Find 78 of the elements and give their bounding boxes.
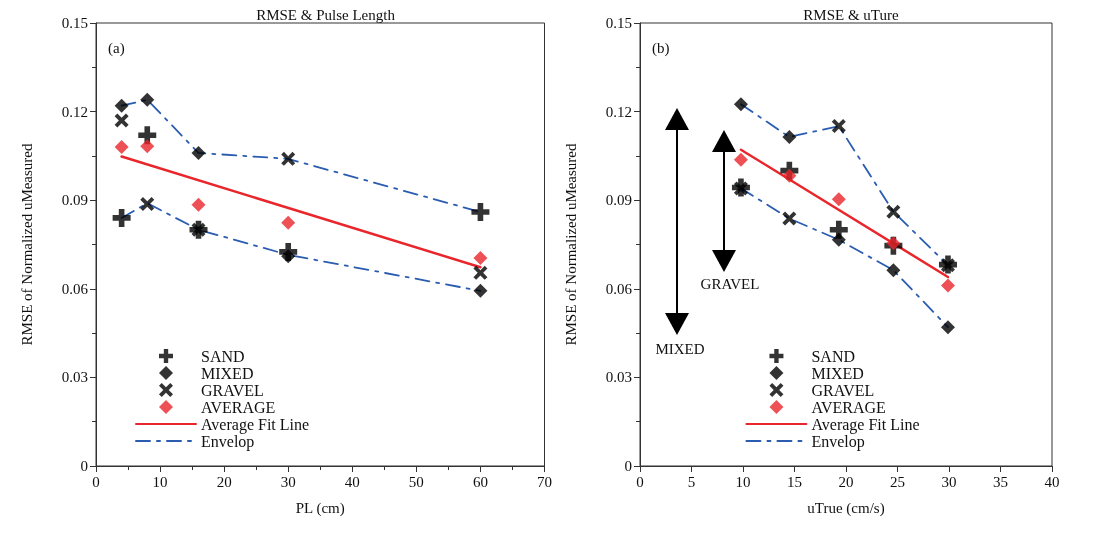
point — [473, 265, 488, 280]
point — [281, 249, 296, 264]
point — [733, 97, 748, 112]
y-tick-label: 0.09 — [605, 192, 632, 209]
point — [281, 215, 296, 230]
x-tick-label: 30 — [941, 473, 957, 490]
annotation: GRAVEL — [700, 275, 760, 292]
x-tick-label: 70 — [537, 473, 552, 490]
y-axis-title: RMSE of Normalized uMeasured — [562, 142, 579, 346]
point — [112, 208, 131, 227]
point — [471, 203, 490, 222]
point — [191, 145, 206, 160]
point — [114, 113, 129, 128]
y-tick-label: 0.12 — [61, 103, 88, 120]
point — [473, 251, 488, 266]
point — [191, 197, 206, 212]
point — [831, 192, 846, 207]
annotation: (a) — [108, 39, 125, 57]
legend-label: SAND — [811, 347, 856, 365]
annotation: MIXED — [655, 340, 705, 357]
point — [831, 119, 846, 134]
y-axis-title: RMSE of Normalized uMeasured — [18, 142, 35, 346]
x-tick-label: 35 — [993, 473, 1008, 490]
point — [782, 130, 797, 144]
x-tick-label: 50 — [408, 473, 424, 490]
legend-label: Average Fit Line — [811, 415, 920, 434]
x-axis-title: PL (cm) — [295, 499, 345, 517]
point — [886, 263, 901, 278]
legend-label: GRAVEL — [811, 381, 875, 399]
y-tick-label: 0.09 — [61, 192, 88, 209]
point — [733, 152, 748, 167]
x-tick-label: 40 — [344, 473, 360, 490]
point — [782, 168, 797, 183]
point — [886, 236, 901, 251]
y-tick-label: 0 — [624, 458, 632, 474]
x-tick-label: 60 — [472, 473, 488, 490]
y-tick-label: 0.15 — [605, 15, 632, 31]
point — [940, 278, 955, 293]
chart-title: RMSE & Pulse Length — [256, 6, 396, 23]
point — [473, 283, 488, 298]
y-tick-label: 0.03 — [605, 369, 632, 386]
legend-label: AVERAGE — [811, 398, 886, 416]
point — [114, 140, 129, 155]
legend-label: GRAVEL — [201, 381, 264, 399]
point — [140, 197, 155, 212]
chart-title: RMSE & uTure — [803, 6, 899, 23]
point — [886, 204, 901, 219]
point — [281, 151, 296, 166]
legend-label: MIXED — [201, 364, 254, 382]
point — [114, 98, 129, 113]
x-axis-title: uTrue (cm/s) — [807, 499, 885, 517]
x-tick-label: 30 — [280, 473, 296, 490]
x-tick-label: 0 — [92, 473, 100, 490]
y-tick-label: 0.06 — [61, 280, 89, 297]
y-tick-label: 0 — [80, 458, 88, 474]
y-tick-label: 0.06 — [605, 280, 633, 297]
annotation: (b) — [652, 39, 670, 57]
legend-label: MIXED — [811, 364, 864, 382]
point — [831, 232, 846, 247]
y-tick-label: 0.15 — [61, 15, 88, 31]
x-tick-label: 10 — [152, 473, 168, 490]
x-tick-label: 15 — [787, 473, 802, 490]
x-tick-label: 0 — [636, 473, 644, 490]
x-tick-label: 25 — [890, 473, 905, 490]
legend-label: SAND — [201, 347, 245, 365]
point — [940, 320, 955, 335]
legend-label: AVERAGE — [201, 398, 276, 416]
x-tick-label: 20 — [838, 473, 854, 490]
x-tick-label: 10 — [735, 473, 751, 490]
point — [782, 211, 797, 226]
x-tick-label: 40 — [1044, 473, 1060, 490]
y-tick-label: 0.03 — [61, 369, 88, 386]
x-tick-label: 5 — [687, 473, 696, 490]
y-tick-label: 0.12 — [605, 103, 632, 120]
legend-label: Average Fit Line — [201, 415, 310, 434]
point — [140, 92, 155, 107]
x-tick-label: 20 — [216, 473, 232, 490]
point — [140, 139, 155, 154]
